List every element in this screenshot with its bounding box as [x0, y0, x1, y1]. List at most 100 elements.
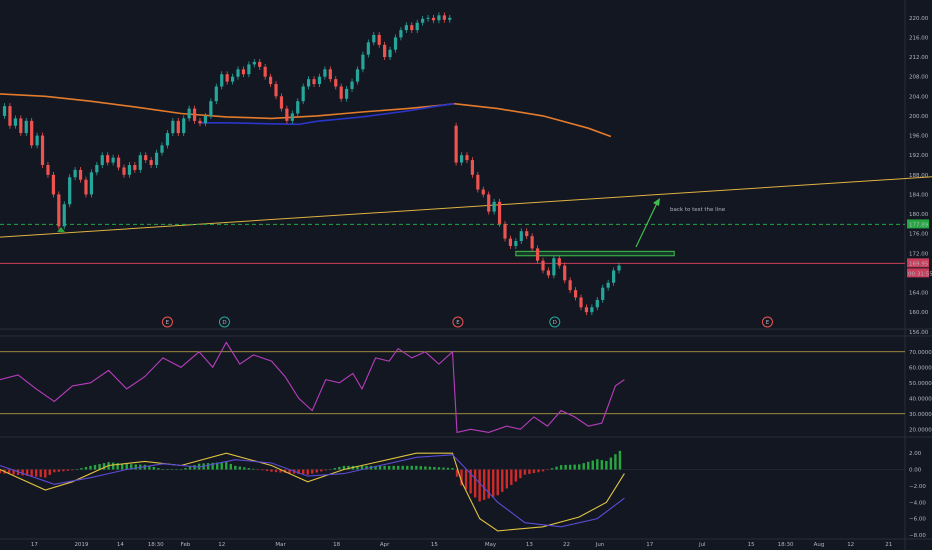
candle-body[interactable]	[497, 201, 502, 224]
candle-body[interactable]	[339, 86, 343, 99]
candle-body[interactable]	[40, 135, 45, 165]
candle-body[interactable]	[388, 49, 392, 58]
candle-body[interactable]	[8, 106, 12, 126]
candle-body[interactable]	[366, 42, 370, 55]
candle-body[interactable]	[285, 108, 289, 121]
candle-body[interactable]	[431, 17, 436, 21]
candle-body[interactable]	[442, 15, 446, 20]
candle-body[interactable]	[13, 118, 17, 126]
candle-body[interactable]	[144, 155, 148, 161]
candle-body[interactable]	[334, 79, 338, 87]
candle-body[interactable]	[19, 118, 23, 134]
candle-body[interactable]	[78, 169, 83, 180]
candle-body[interactable]	[106, 155, 110, 163]
candle-body[interactable]	[355, 69, 360, 82]
candle-body[interactable]	[541, 260, 545, 271]
candle-body[interactable]	[530, 236, 534, 249]
candle-body[interactable]	[274, 84, 278, 97]
candle-body[interactable]	[198, 120, 202, 124]
candle-body[interactable]	[350, 81, 354, 89]
candle-body[interactable]	[127, 165, 132, 175]
candle-body[interactable]	[73, 169, 77, 178]
candle-body[interactable]	[62, 204, 66, 227]
candle-body[interactable]	[160, 145, 164, 153]
candle-body[interactable]	[519, 231, 523, 242]
candle-body[interactable]	[89, 172, 94, 195]
candle-body[interactable]	[454, 125, 458, 163]
candle-body[interactable]	[312, 79, 316, 85]
candle-body[interactable]	[30, 120, 34, 146]
candle-body[interactable]	[236, 69, 240, 77]
candle-body[interactable]	[552, 258, 556, 276]
candle-body[interactable]	[492, 201, 496, 212]
candle-body[interactable]	[165, 133, 170, 146]
candle-body[interactable]	[487, 194, 491, 212]
candle-body[interactable]	[606, 282, 610, 288]
event-marker-icon[interactable]	[218, 316, 230, 328]
candle-body[interactable]	[247, 64, 251, 75]
candle-body[interactable]	[579, 297, 583, 308]
candle-body[interactable]	[149, 160, 153, 165]
candle-body[interactable]	[317, 76, 322, 85]
candle-body[interactable]	[503, 223, 507, 239]
candle-body[interactable]	[176, 120, 180, 134]
candle-body[interactable]	[573, 290, 578, 298]
event-marker-icon[interactable]	[761, 316, 773, 328]
candle-body[interactable]	[459, 155, 464, 163]
candle-body[interactable]	[307, 79, 311, 87]
candle-body[interactable]	[404, 25, 408, 31]
candle-body[interactable]	[51, 174, 55, 195]
candle-body[interactable]	[399, 30, 403, 38]
candle-body[interactable]	[187, 108, 191, 119]
candle-body[interactable]	[171, 120, 175, 134]
candle-body[interactable]	[601, 287, 605, 300]
candle-body[interactable]	[345, 88, 349, 99]
candle-body[interactable]	[448, 17, 452, 20]
candle-body[interactable]	[415, 22, 419, 31]
candle-body[interactable]	[225, 74, 229, 82]
candle-body[interactable]	[214, 86, 218, 102]
candle-body[interactable]	[481, 189, 485, 195]
candle-body[interactable]	[568, 280, 572, 291]
candle-body[interactable]	[557, 258, 561, 266]
candle-body[interactable]	[57, 194, 61, 227]
candle-body[interactable]	[182, 118, 186, 134]
candle-body[interactable]	[68, 177, 72, 205]
candle-body[interactable]	[383, 44, 387, 58]
candle-body[interactable]	[138, 155, 142, 170]
candle-body[interactable]	[584, 307, 589, 313]
candle-body[interactable]	[111, 157, 115, 163]
candle-body[interactable]	[122, 167, 126, 175]
candle-body[interactable]	[535, 248, 540, 261]
candle-body[interactable]	[563, 265, 567, 281]
event-marker-icon[interactable]	[452, 316, 464, 328]
candle-body[interactable]	[323, 69, 327, 77]
candle-body[interactable]	[437, 15, 441, 21]
candle-body[interactable]	[372, 34, 376, 43]
candle-body[interactable]	[301, 86, 305, 102]
candle-body[interactable]	[426, 17, 430, 19]
candle-body[interactable]	[100, 155, 104, 165]
candle-body[interactable]	[595, 299, 599, 308]
candle-body[interactable]	[611, 270, 616, 283]
candle-body[interactable]	[546, 270, 551, 276]
candle-body[interactable]	[241, 69, 246, 75]
candle-body[interactable]	[590, 307, 594, 313]
candle-body[interactable]	[203, 115, 208, 124]
candle-body[interactable]	[525, 231, 529, 237]
candle-body[interactable]	[290, 113, 294, 121]
candle-body[interactable]	[116, 157, 121, 168]
candle-body[interactable]	[410, 25, 414, 31]
candle-body[interactable]	[328, 69, 332, 80]
candle-body[interactable]	[514, 241, 518, 246]
candle-body[interactable]	[617, 265, 621, 271]
candle-body[interactable]	[230, 76, 235, 82]
candle-body[interactable]	[377, 34, 381, 45]
candle-body[interactable]	[154, 152, 159, 165]
candle-body[interactable]	[84, 179, 88, 195]
candle-body[interactable]	[209, 101, 213, 116]
event-marker-icon[interactable]	[549, 316, 561, 328]
candle-body[interactable]	[95, 165, 99, 173]
